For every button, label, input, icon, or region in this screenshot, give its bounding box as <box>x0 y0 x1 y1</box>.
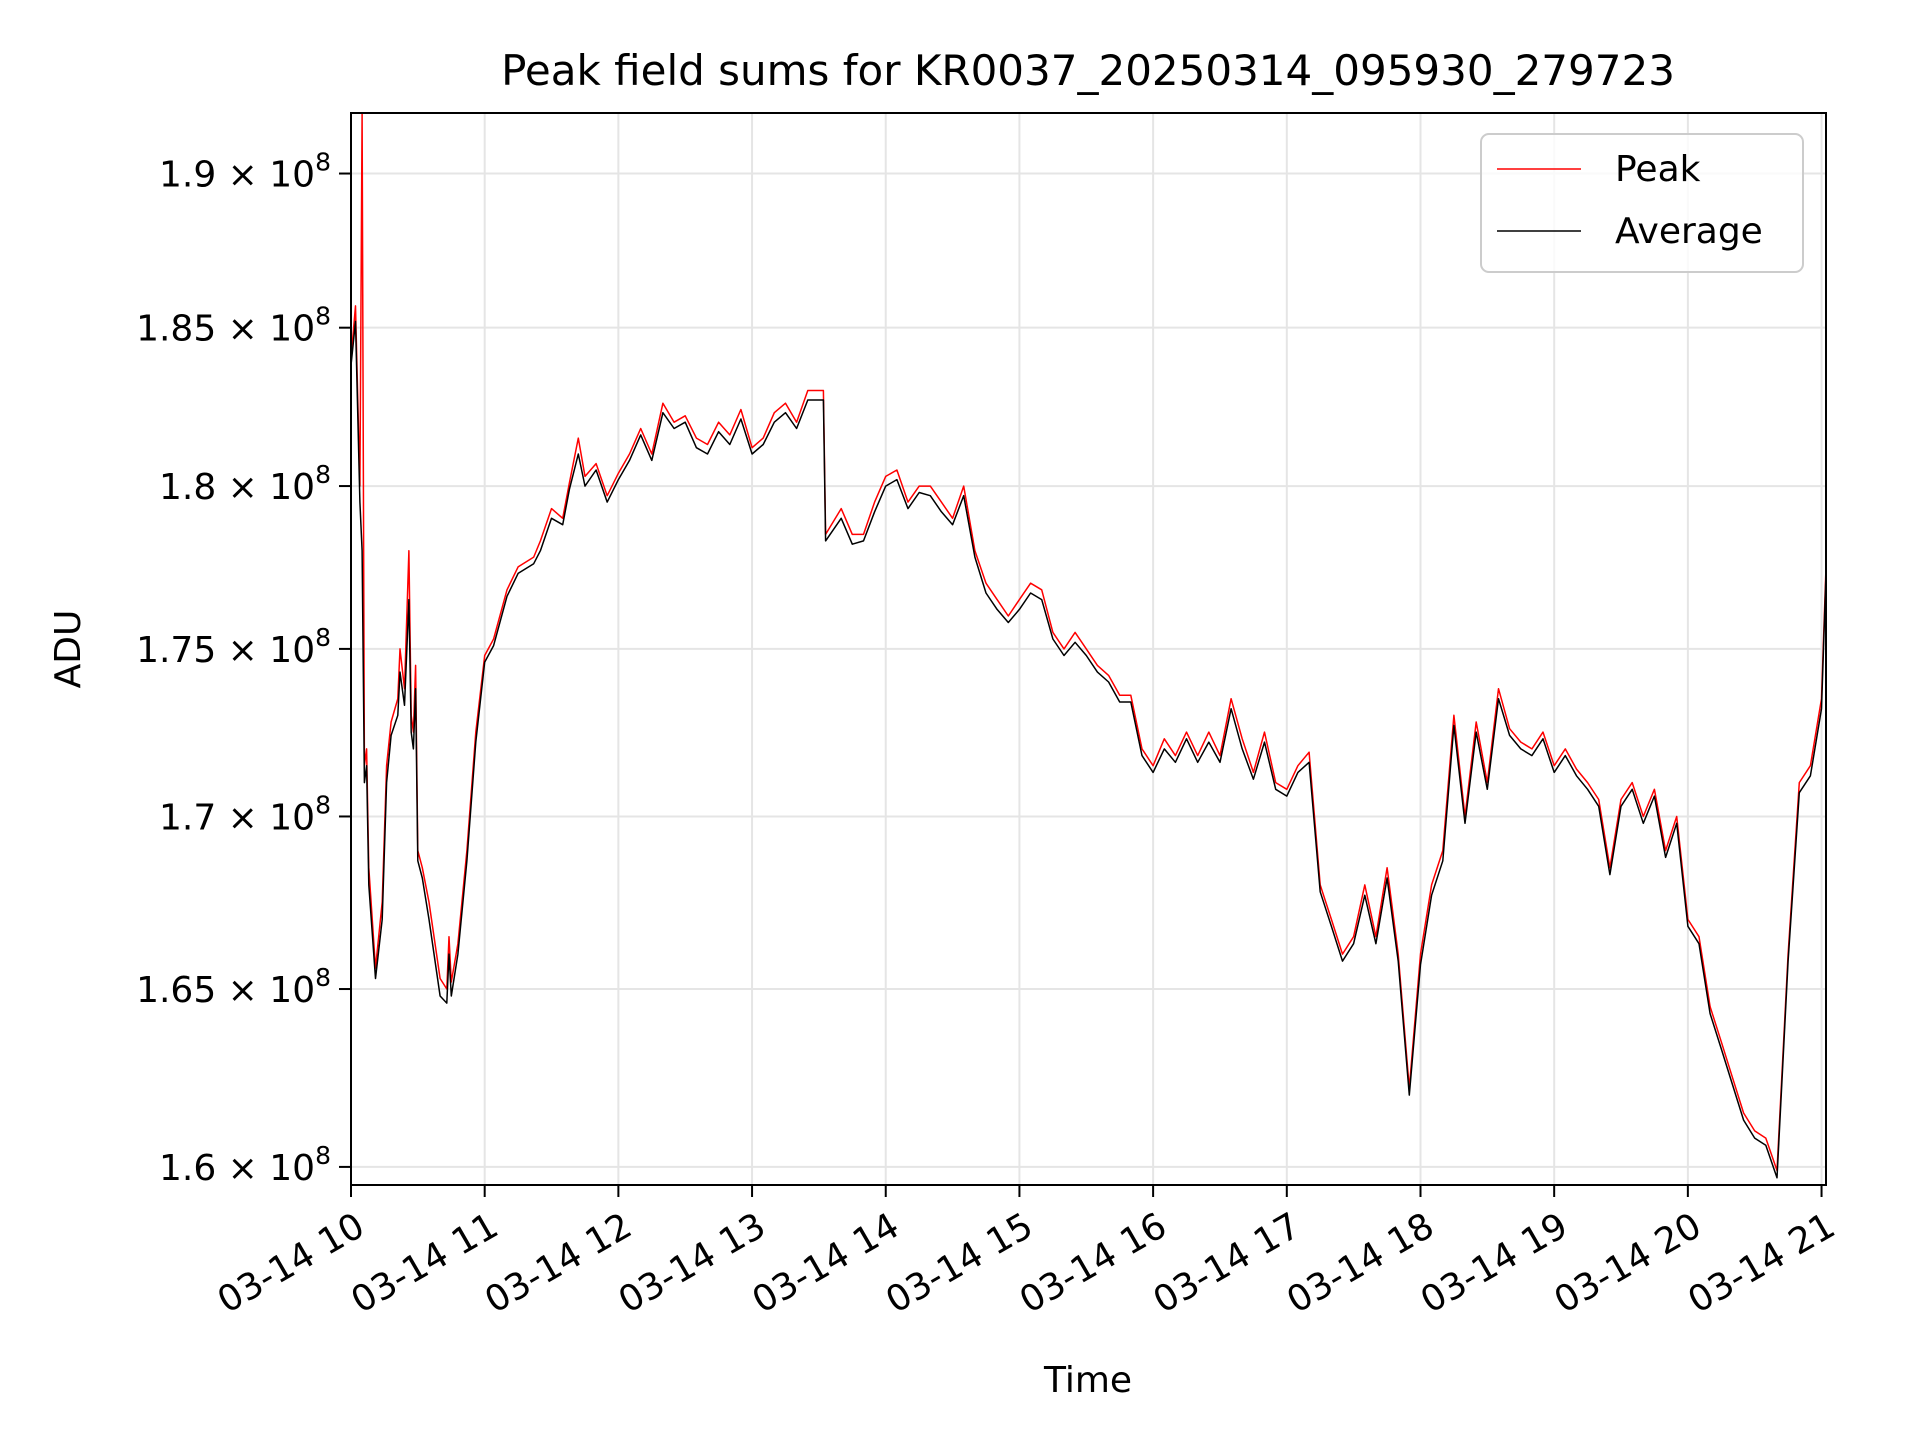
y-axis-label: ADU <box>48 610 89 689</box>
y-tick-label: 1.8 × 108 <box>159 460 331 508</box>
legend-label-peak: Peak <box>1615 149 1701 190</box>
y-tick-label: 1.85 × 108 <box>136 302 331 350</box>
chart-title: Peak field sums for KR0037_20250314_0959… <box>501 46 1675 95</box>
grid <box>350 113 1826 1185</box>
series-lines <box>351 113 1826 1179</box>
legend: Peak Average <box>1480 133 1804 273</box>
y-tick-label: 1.6 × 108 <box>159 1141 331 1189</box>
y-tick-label: 1.75 × 108 <box>136 623 331 671</box>
y-tick-label: 1.7 × 108 <box>159 790 331 838</box>
y-tick-label: 1.65 × 108 <box>136 963 331 1011</box>
legend-label-average: Average <box>1615 211 1763 252</box>
y-axis: 1.6 × 108 1.65 × 108 1.7 × 108 1.75 × 108 1.… <box>136 148 351 1189</box>
series-line-peak <box>351 113 1826 1172</box>
y-tick-label: 1.9 × 108 <box>159 148 331 196</box>
series-line-average <box>351 320 1826 1179</box>
x-axis-label: Time <box>1043 1360 1132 1401</box>
